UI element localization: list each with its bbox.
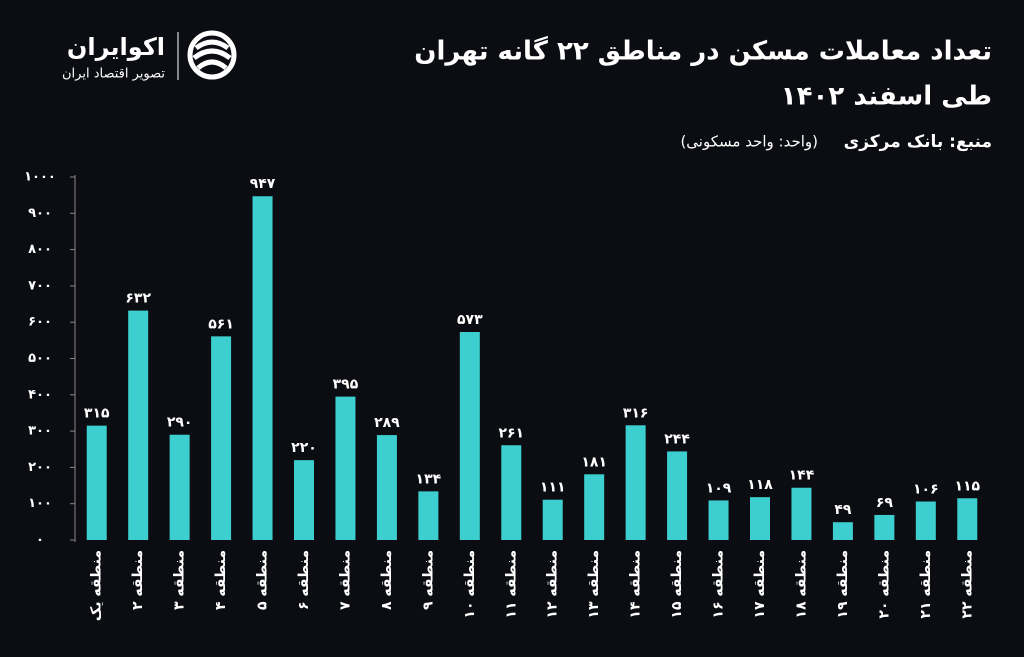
x-tick-label: منطقه ۱۹ xyxy=(835,550,851,619)
bar xyxy=(750,497,770,540)
y-tick-label: ۳۰۰ xyxy=(28,424,52,439)
chart-title: تعداد معاملات مسکن در مناطق ۲۲ گانه تهرا… xyxy=(414,36,992,67)
x-tick-label: منطقه ۲۱ xyxy=(918,550,934,619)
x-tick-label: منطقه ۲۲ xyxy=(959,550,975,619)
bar xyxy=(252,196,273,540)
bar xyxy=(542,499,563,540)
value-label: ۲۲۰ xyxy=(291,440,317,456)
x-tick-label: منطقه ۶ xyxy=(296,550,312,610)
value-label: ۹۴۷ xyxy=(250,176,276,192)
x-tick-label: منطقه ۱۰ xyxy=(462,550,478,619)
brand-tagline: تصویر اقتصاد ایران xyxy=(62,67,165,82)
value-label: ۳۱۶ xyxy=(623,405,649,421)
bar xyxy=(86,425,107,540)
y-tick-label: ۹۰۰ xyxy=(28,206,52,221)
value-label: ۶۳۲ xyxy=(125,291,151,307)
value-label: ۲۹۰ xyxy=(167,415,193,431)
y-tick-label: ۰ xyxy=(36,533,44,548)
value-label: ۵۶۱ xyxy=(208,316,234,332)
chart-unit: (واحد: واحد مسکونی) xyxy=(680,133,818,151)
y-tick-label: ۶۰۰ xyxy=(28,315,52,330)
y-tick-label: ۲۰۰ xyxy=(28,460,52,475)
x-tick-label: منطقه ۹ xyxy=(420,550,436,610)
value-label: ۲۴۴ xyxy=(664,431,690,447)
x-tick-label: منطقه ۳ xyxy=(172,550,188,610)
y-tick-label: ۱۰۰ xyxy=(28,496,52,511)
y-tick-label: ۷۰۰ xyxy=(28,278,52,293)
bar xyxy=(128,310,149,540)
x-tick-label: منطقه ۱۱ xyxy=(503,550,519,619)
x-tick-label: منطقه ۱۸ xyxy=(793,550,809,619)
value-label: ۲۸۹ xyxy=(374,415,400,431)
bar xyxy=(501,445,522,540)
x-tick-label: منطقه یک xyxy=(89,550,105,621)
y-tick-label: ۵۰۰ xyxy=(28,351,52,366)
y-tick-label: ۴۰۰ xyxy=(28,387,52,402)
x-tick-label: منطقه ۱۵ xyxy=(669,550,685,619)
x-tick-label: منطقه ۲۰ xyxy=(876,550,892,619)
x-tick-label: منطقه ۱۴ xyxy=(628,550,644,619)
bar xyxy=(625,425,646,540)
value-label: ۱۱۵ xyxy=(954,478,980,494)
x-tick-label: منطقه ۱۲ xyxy=(545,550,561,619)
bar xyxy=(459,332,480,540)
bar xyxy=(294,460,314,540)
chart-source: منبع: بانک مرکزی xyxy=(844,132,992,152)
x-tick-label: منطقه ۵ xyxy=(255,550,271,610)
value-label: ۱۰۶ xyxy=(913,482,939,498)
y-tick-label: ۱۰۰۰ xyxy=(24,170,56,185)
value-label: ۱۰۹ xyxy=(706,480,732,496)
bar xyxy=(708,500,729,540)
brand-name: اکوایران xyxy=(67,33,165,61)
value-label: ۱۱۱ xyxy=(540,480,566,496)
bar xyxy=(915,501,936,540)
bar xyxy=(211,336,232,540)
value-label: ۲۶۱ xyxy=(498,425,524,441)
bar xyxy=(169,434,190,540)
bar xyxy=(832,522,853,540)
y-tick-label: ۸۰۰ xyxy=(28,242,52,257)
x-tick-label: منطقه ۸ xyxy=(379,550,395,610)
x-tick-label: منطقه ۱۳ xyxy=(586,550,602,619)
x-tick-label: منطقه ۱۷ xyxy=(752,550,768,619)
bar xyxy=(957,498,978,540)
value-label: ۴۹ xyxy=(834,502,852,518)
value-label: ۶۹ xyxy=(876,495,894,511)
value-label: ۱۸۱ xyxy=(581,454,607,470)
value-label: ۳۱۵ xyxy=(84,406,110,422)
value-label: ۱۳۴ xyxy=(416,471,442,487)
bar xyxy=(376,435,397,540)
bar xyxy=(874,514,895,540)
x-tick-label: منطقه ۱۶ xyxy=(711,550,727,619)
bar xyxy=(667,451,688,540)
x-tick-label: منطقه ۴ xyxy=(213,550,229,610)
value-label: ۱۱۸ xyxy=(747,477,773,493)
x-tick-label: منطقه ۲ xyxy=(130,550,146,610)
value-label: ۱۴۴ xyxy=(789,468,815,484)
bar xyxy=(335,396,356,540)
bar xyxy=(418,491,439,540)
bar xyxy=(791,487,812,540)
chart-subtitle: طی اسفند ۱۴۰۲ xyxy=(781,82,992,112)
bar xyxy=(584,474,605,540)
value-label: ۵۷۳ xyxy=(457,312,483,328)
logo-icon xyxy=(187,30,237,80)
x-tick-label: منطقه ۷ xyxy=(337,550,353,610)
value-label: ۳۹۵ xyxy=(333,377,359,393)
